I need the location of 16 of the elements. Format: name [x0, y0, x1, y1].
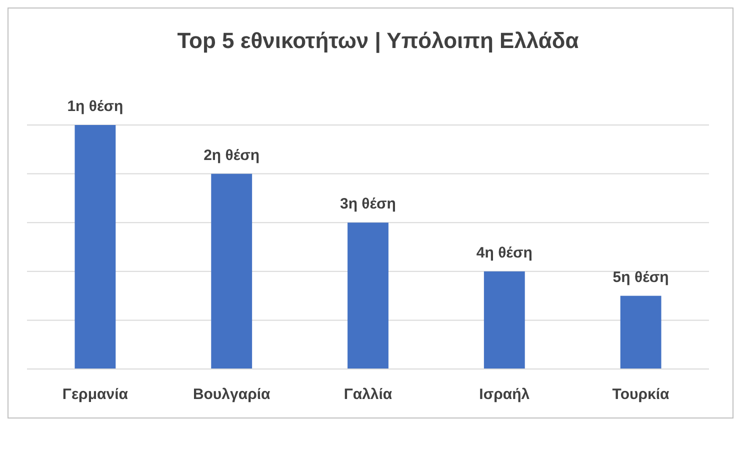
annotation: 1η θέση: [67, 98, 124, 115]
bar: [484, 271, 525, 369]
x-tick-label: Γερμανία: [62, 386, 129, 403]
annotation: 2η θέση: [204, 146, 260, 164]
bar: [620, 296, 662, 369]
bar: [348, 222, 388, 369]
x-tick-label: Γαλλία: [344, 386, 393, 403]
x-tick-label: Τουρκία: [612, 386, 670, 403]
bar: [211, 174, 252, 369]
x-tick-label: Ισραήλ: [479, 386, 530, 403]
annotation: 5η θέση: [612, 268, 669, 286]
bar: [74, 125, 116, 369]
annotation: 3η θέση: [340, 196, 396, 213]
chart-title: Top 5 εθνικοτήτων | Υπόλοιπη Ελλάδα: [177, 28, 580, 53]
x-tick-label: Βουλγαρία: [192, 386, 272, 403]
annotation: 4η θέση: [476, 244, 532, 262]
